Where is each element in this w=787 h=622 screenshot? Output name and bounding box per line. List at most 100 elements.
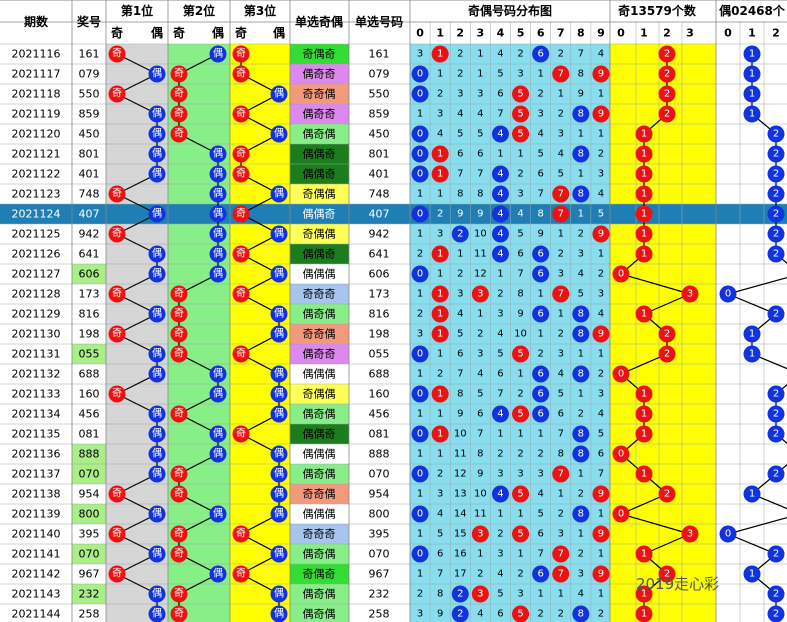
number-cell: [349, 184, 410, 204]
pos2-ball-label: 偶: [213, 427, 223, 440]
dist-ball-label: 0: [417, 549, 423, 560]
dist-miss: 3: [417, 329, 423, 340]
dist-ball: [532, 365, 550, 383]
dist-miss: 2: [578, 489, 584, 500]
dist-ball: [512, 105, 530, 123]
number-cell: [349, 404, 410, 424]
pos2-ball-label: 偶: [213, 47, 223, 60]
oddcount-ball: [658, 65, 676, 83]
dist-ball: [512, 525, 530, 543]
dist-ball: [431, 45, 449, 63]
oddcount-ball: [635, 425, 653, 443]
oddcount-ball: [635, 185, 653, 203]
header-digit: 7: [557, 27, 565, 40]
dist-miss: 1: [437, 189, 443, 200]
dist-ball-label: 8: [578, 329, 584, 340]
pos3-ball: [232, 105, 250, 123]
dist-ball: [532, 385, 550, 403]
prize-text: 859: [79, 108, 100, 121]
dist-miss: 3: [598, 169, 604, 180]
dist-miss: 2: [437, 209, 443, 220]
dist-miss: 4: [537, 129, 543, 140]
dist-ball: [411, 465, 429, 483]
evencount-line: [727, 533, 777, 555]
pos3-ball-label: 偶: [274, 587, 284, 600]
dist-miss: 8: [457, 189, 463, 200]
number-cell: [349, 204, 410, 224]
pos1-ball: [148, 105, 166, 123]
issue-text: 2021139: [12, 508, 61, 521]
evencount-ball: [767, 245, 785, 263]
number-text: 942: [369, 228, 390, 241]
pos3-ball: [270, 225, 288, 243]
pos3-ball-label: 偶: [274, 127, 284, 140]
issue-text: 2021120: [12, 128, 61, 141]
pos1-ball: [148, 585, 166, 603]
dist-miss: 1: [558, 489, 564, 500]
oddcount-ball: [635, 205, 653, 223]
dist-miss: 4: [578, 269, 584, 280]
dist-ball-label: 5: [517, 89, 523, 100]
dist-ball: [411, 85, 429, 103]
pos3-ball-label: 奇: [236, 67, 246, 80]
pos2-ball: [209, 385, 227, 403]
pos1-ball: [148, 65, 166, 83]
pos1-ball-label: 偶: [152, 267, 162, 280]
pos1-ball: [148, 125, 166, 143]
dist-miss: 6: [457, 349, 463, 360]
evencount-ball-label: 1: [749, 349, 755, 360]
pattern-cell: [290, 324, 349, 344]
pos1-ball-label: 偶: [152, 427, 162, 440]
issue-text: 2021129: [12, 308, 61, 321]
pos3-ball: [270, 125, 288, 143]
pos3-ball-label: 奇: [236, 107, 246, 120]
prize-cell: [72, 584, 106, 604]
issue-cell: [0, 604, 72, 622]
header-digit: 5: [517, 27, 525, 40]
pattern-cell: [290, 364, 349, 384]
prize-text: 079: [79, 68, 100, 81]
oddcount-ball: [635, 585, 653, 603]
issue-text: 2021130: [12, 328, 61, 341]
dist-miss: 1: [537, 429, 543, 440]
dist-miss: 9: [537, 229, 543, 240]
issue-cell: [0, 204, 72, 224]
dist-miss: 3: [517, 589, 523, 600]
dist-ball: [471, 285, 489, 303]
number-text: 688: [369, 368, 390, 381]
oddcount-ball: [612, 265, 630, 283]
dist-ball: [552, 465, 570, 483]
oddcount-ball-label: 0: [618, 369, 624, 380]
prize-text: 070: [79, 548, 100, 561]
prize-text: 456: [79, 408, 100, 421]
dist-ball-label: 0: [417, 89, 423, 100]
oddcount-line: [620, 273, 691, 295]
dist-miss: 2: [558, 329, 564, 340]
number-text: 748: [369, 188, 390, 201]
pos2-ball: [170, 405, 188, 423]
evencount-ball: [767, 585, 785, 603]
dist-miss: 2: [558, 249, 564, 260]
dist-miss: 3: [598, 289, 604, 300]
dist-miss: 1: [537, 589, 543, 600]
pos3-ball: [270, 365, 288, 383]
header-evencount: 偶02468个: [719, 3, 786, 18]
number-text: 954: [369, 488, 390, 501]
dist-ball: [451, 605, 469, 622]
evencount-ball-label: 2: [773, 209, 779, 220]
oddcount-ball-label: 3: [687, 289, 693, 300]
issue-cell: [0, 444, 72, 464]
oddcount-ball-label: 1: [641, 129, 647, 140]
dist-ball: [411, 205, 429, 223]
dist-miss: 2: [417, 589, 423, 600]
dist-miss: 3: [517, 189, 523, 200]
prize-text: 816: [79, 308, 100, 321]
pos3-header-odd: 奇: [235, 25, 247, 40]
oddcount-cell: [610, 384, 716, 404]
number-cell: [349, 304, 410, 324]
issue-cell: [0, 104, 72, 124]
dist-ball-label: 7: [558, 289, 564, 300]
pos3-ball: [232, 345, 250, 363]
oddcount-cell: [610, 164, 716, 184]
pos3-header-even: 偶: [273, 25, 285, 40]
